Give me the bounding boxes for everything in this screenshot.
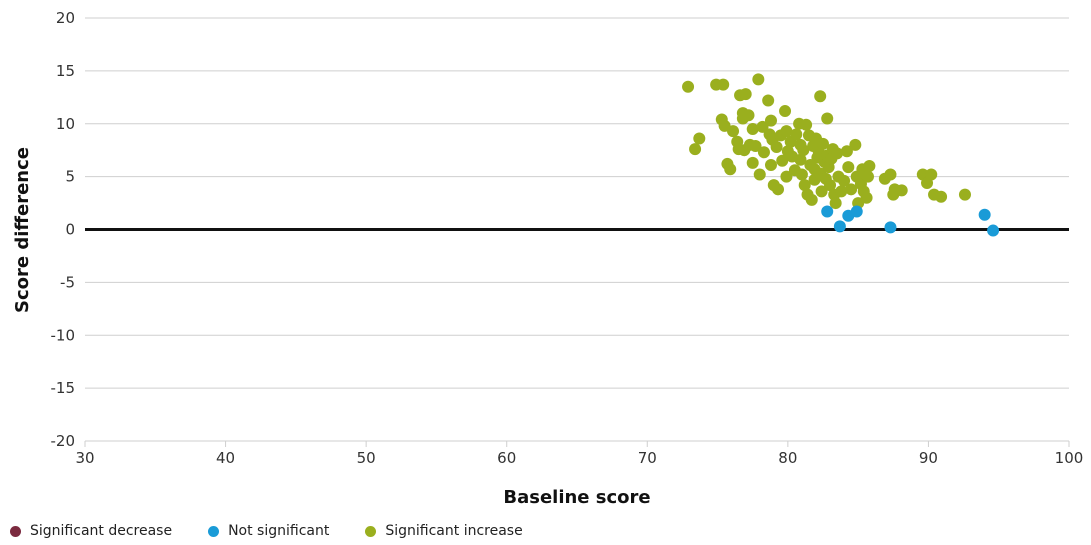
data-point bbox=[958, 188, 971, 201]
x-tick-labels: 30 40 50 60 70 80 90 100 bbox=[75, 449, 1083, 467]
data-point bbox=[780, 170, 793, 183]
data-point bbox=[895, 184, 908, 197]
data-point bbox=[840, 145, 853, 158]
x-tick-label: 90 bbox=[919, 449, 938, 467]
data-point bbox=[842, 161, 855, 174]
data-point bbox=[780, 125, 793, 138]
data-point bbox=[795, 168, 808, 181]
data-point bbox=[849, 138, 862, 151]
data-point bbox=[861, 170, 874, 183]
data-point bbox=[757, 146, 770, 159]
data-point bbox=[798, 179, 811, 192]
data-point bbox=[935, 190, 948, 203]
data-point bbox=[814, 90, 827, 103]
y-tick-label: 15 bbox=[56, 62, 75, 80]
data-point bbox=[779, 105, 792, 118]
data-point bbox=[753, 168, 766, 181]
data-point bbox=[717, 78, 730, 91]
data-point bbox=[884, 221, 897, 234]
data-point bbox=[770, 141, 783, 154]
grid-lines bbox=[84, 17, 1070, 447]
legend: Significant decrease Not significant Sig… bbox=[10, 523, 559, 539]
x-tick-label: 80 bbox=[778, 449, 797, 467]
x-tick-label: 70 bbox=[638, 449, 657, 467]
x-axis-title: Baseline score bbox=[503, 487, 650, 508]
data-point bbox=[805, 193, 818, 206]
legend-label: Not significant bbox=[228, 523, 330, 539]
data-points bbox=[682, 73, 1000, 237]
data-point bbox=[884, 168, 897, 181]
data-point bbox=[833, 220, 846, 233]
data-point bbox=[835, 185, 848, 198]
data-point bbox=[824, 179, 837, 192]
data-point bbox=[838, 174, 851, 187]
data-point bbox=[797, 144, 810, 157]
data-point bbox=[776, 154, 789, 167]
data-point bbox=[693, 132, 706, 145]
data-point bbox=[987, 224, 1000, 237]
y-tick-label: -20 bbox=[51, 432, 76, 450]
y-tick-label: 20 bbox=[56, 9, 75, 27]
data-point bbox=[689, 143, 702, 156]
data-point bbox=[821, 205, 834, 218]
data-point bbox=[845, 183, 858, 196]
legend-swatch-not-significant bbox=[208, 525, 220, 537]
y-tick-label: 0 bbox=[65, 221, 75, 239]
data-point bbox=[727, 125, 740, 138]
data-point bbox=[772, 183, 785, 196]
legend-swatch-decrease bbox=[10, 525, 21, 537]
data-point bbox=[850, 205, 863, 218]
data-point bbox=[762, 94, 775, 107]
data-point bbox=[794, 153, 807, 166]
data-point bbox=[764, 114, 777, 127]
data-point bbox=[800, 118, 813, 131]
y-tick-labels: -20 -15 -10 -5 0 5 10 15 20 bbox=[51, 9, 76, 450]
data-point bbox=[860, 191, 873, 204]
x-tick-label: 40 bbox=[216, 449, 235, 467]
legend-label: Significant increase bbox=[385, 523, 523, 539]
y-tick-label: 10 bbox=[56, 115, 75, 133]
x-tick-label: 50 bbox=[357, 449, 376, 467]
legend-item-not-significant: Not significant bbox=[208, 523, 329, 539]
data-point bbox=[978, 208, 991, 221]
data-point bbox=[831, 147, 844, 160]
data-point bbox=[724, 163, 737, 176]
data-point bbox=[746, 123, 759, 136]
y-tick-label: -15 bbox=[51, 379, 76, 397]
y-axis-title: Score difference bbox=[12, 147, 33, 313]
legend-item-significant-increase: Significant increase bbox=[365, 523, 523, 539]
x-tick-label: 100 bbox=[1055, 449, 1084, 467]
data-point bbox=[742, 109, 755, 122]
data-point bbox=[821, 112, 834, 125]
data-point bbox=[863, 160, 876, 173]
data-point bbox=[739, 88, 752, 101]
legend-label: Significant decrease bbox=[30, 523, 173, 539]
data-point bbox=[829, 197, 842, 210]
legend-swatch-increase bbox=[365, 525, 377, 537]
y-tick-label: 5 bbox=[65, 168, 75, 186]
data-point bbox=[746, 156, 759, 169]
data-point bbox=[764, 158, 777, 171]
x-tick-label: 60 bbox=[497, 449, 516, 467]
legend-item-significant-decrease: Significant decrease bbox=[10, 523, 172, 539]
y-tick-label: -10 bbox=[51, 326, 76, 344]
data-point bbox=[749, 139, 762, 152]
y-tick-label: -5 bbox=[60, 273, 75, 291]
data-point bbox=[817, 137, 829, 150]
data-point bbox=[682, 80, 695, 93]
data-point bbox=[752, 73, 765, 86]
data-point bbox=[790, 128, 803, 141]
data-point bbox=[925, 168, 938, 181]
data-point bbox=[815, 185, 828, 198]
x-tick-label: 30 bbox=[75, 449, 94, 467]
